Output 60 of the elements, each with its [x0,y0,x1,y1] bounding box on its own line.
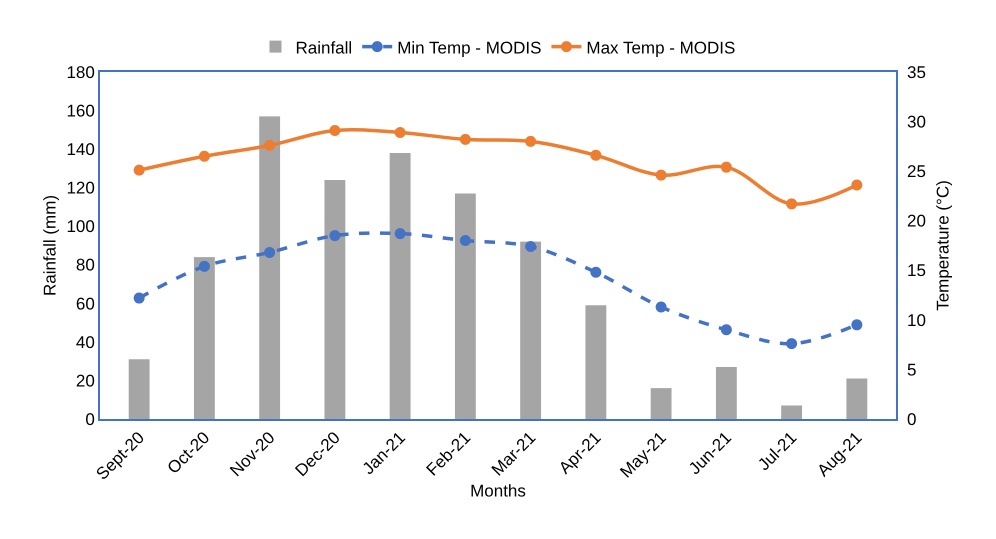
y-tick-label: 100 [66,217,95,236]
point [394,228,406,240]
point [851,180,862,191]
y2-tick-label: 35 [907,62,926,82]
legend-label: Rainfall [296,38,352,58]
point [786,198,798,210]
point [198,150,210,162]
point [590,150,602,161]
y-tick-label: 180 [66,62,95,82]
y2-tick-label: 30 [907,112,926,132]
legend-label: Max Temp - MODIS [586,38,736,58]
point [525,136,536,147]
y2-axis-title: Temperature (°C) [934,180,952,311]
y-tick-label: 140 [66,140,95,160]
point [460,235,471,246]
bar [846,378,868,419]
y2-tick-label: 20 [907,212,926,231]
y2-tick-label: 25 [907,162,926,182]
point [656,301,667,312]
point [786,338,798,350]
point [134,292,145,304]
point [264,246,276,258]
point [720,324,732,336]
bar [454,193,476,419]
bar [324,180,346,419]
point [264,140,276,151]
point [851,319,862,330]
y2-tick-label: 10 [907,310,926,330]
y-tick-label: 40 [76,332,95,352]
y2-tick-label: 0 [907,410,916,429]
point [329,124,340,136]
x-axis-title: Months [470,482,526,501]
point [329,230,340,242]
y-tick-label: 160 [66,102,95,121]
bar [781,406,802,419]
y-axis-title: Rainfall (mm) [40,194,60,296]
point [720,162,732,173]
point [460,134,471,145]
y-tick-label: 60 [76,294,95,314]
point [525,240,536,252]
bar [585,305,606,419]
bar [650,388,672,419]
y-tick-label: 0 [85,410,95,429]
y-tick-label: 80 [76,256,95,275]
point [590,266,602,278]
y-tick-label: 20 [76,371,95,390]
point [656,170,667,181]
legend-label: Min Temp - MODIS [397,38,542,58]
bar [259,116,280,419]
bar [128,359,150,419]
y2-tick-label: 15 [907,261,926,280]
point [394,126,406,138]
point [198,260,210,272]
bar [716,366,737,419]
bar [520,242,542,419]
point [134,164,145,176]
y-tick-label: 120 [66,178,95,198]
y2-tick-label: 5 [907,360,916,380]
bar [390,152,411,419]
bar [194,257,215,419]
